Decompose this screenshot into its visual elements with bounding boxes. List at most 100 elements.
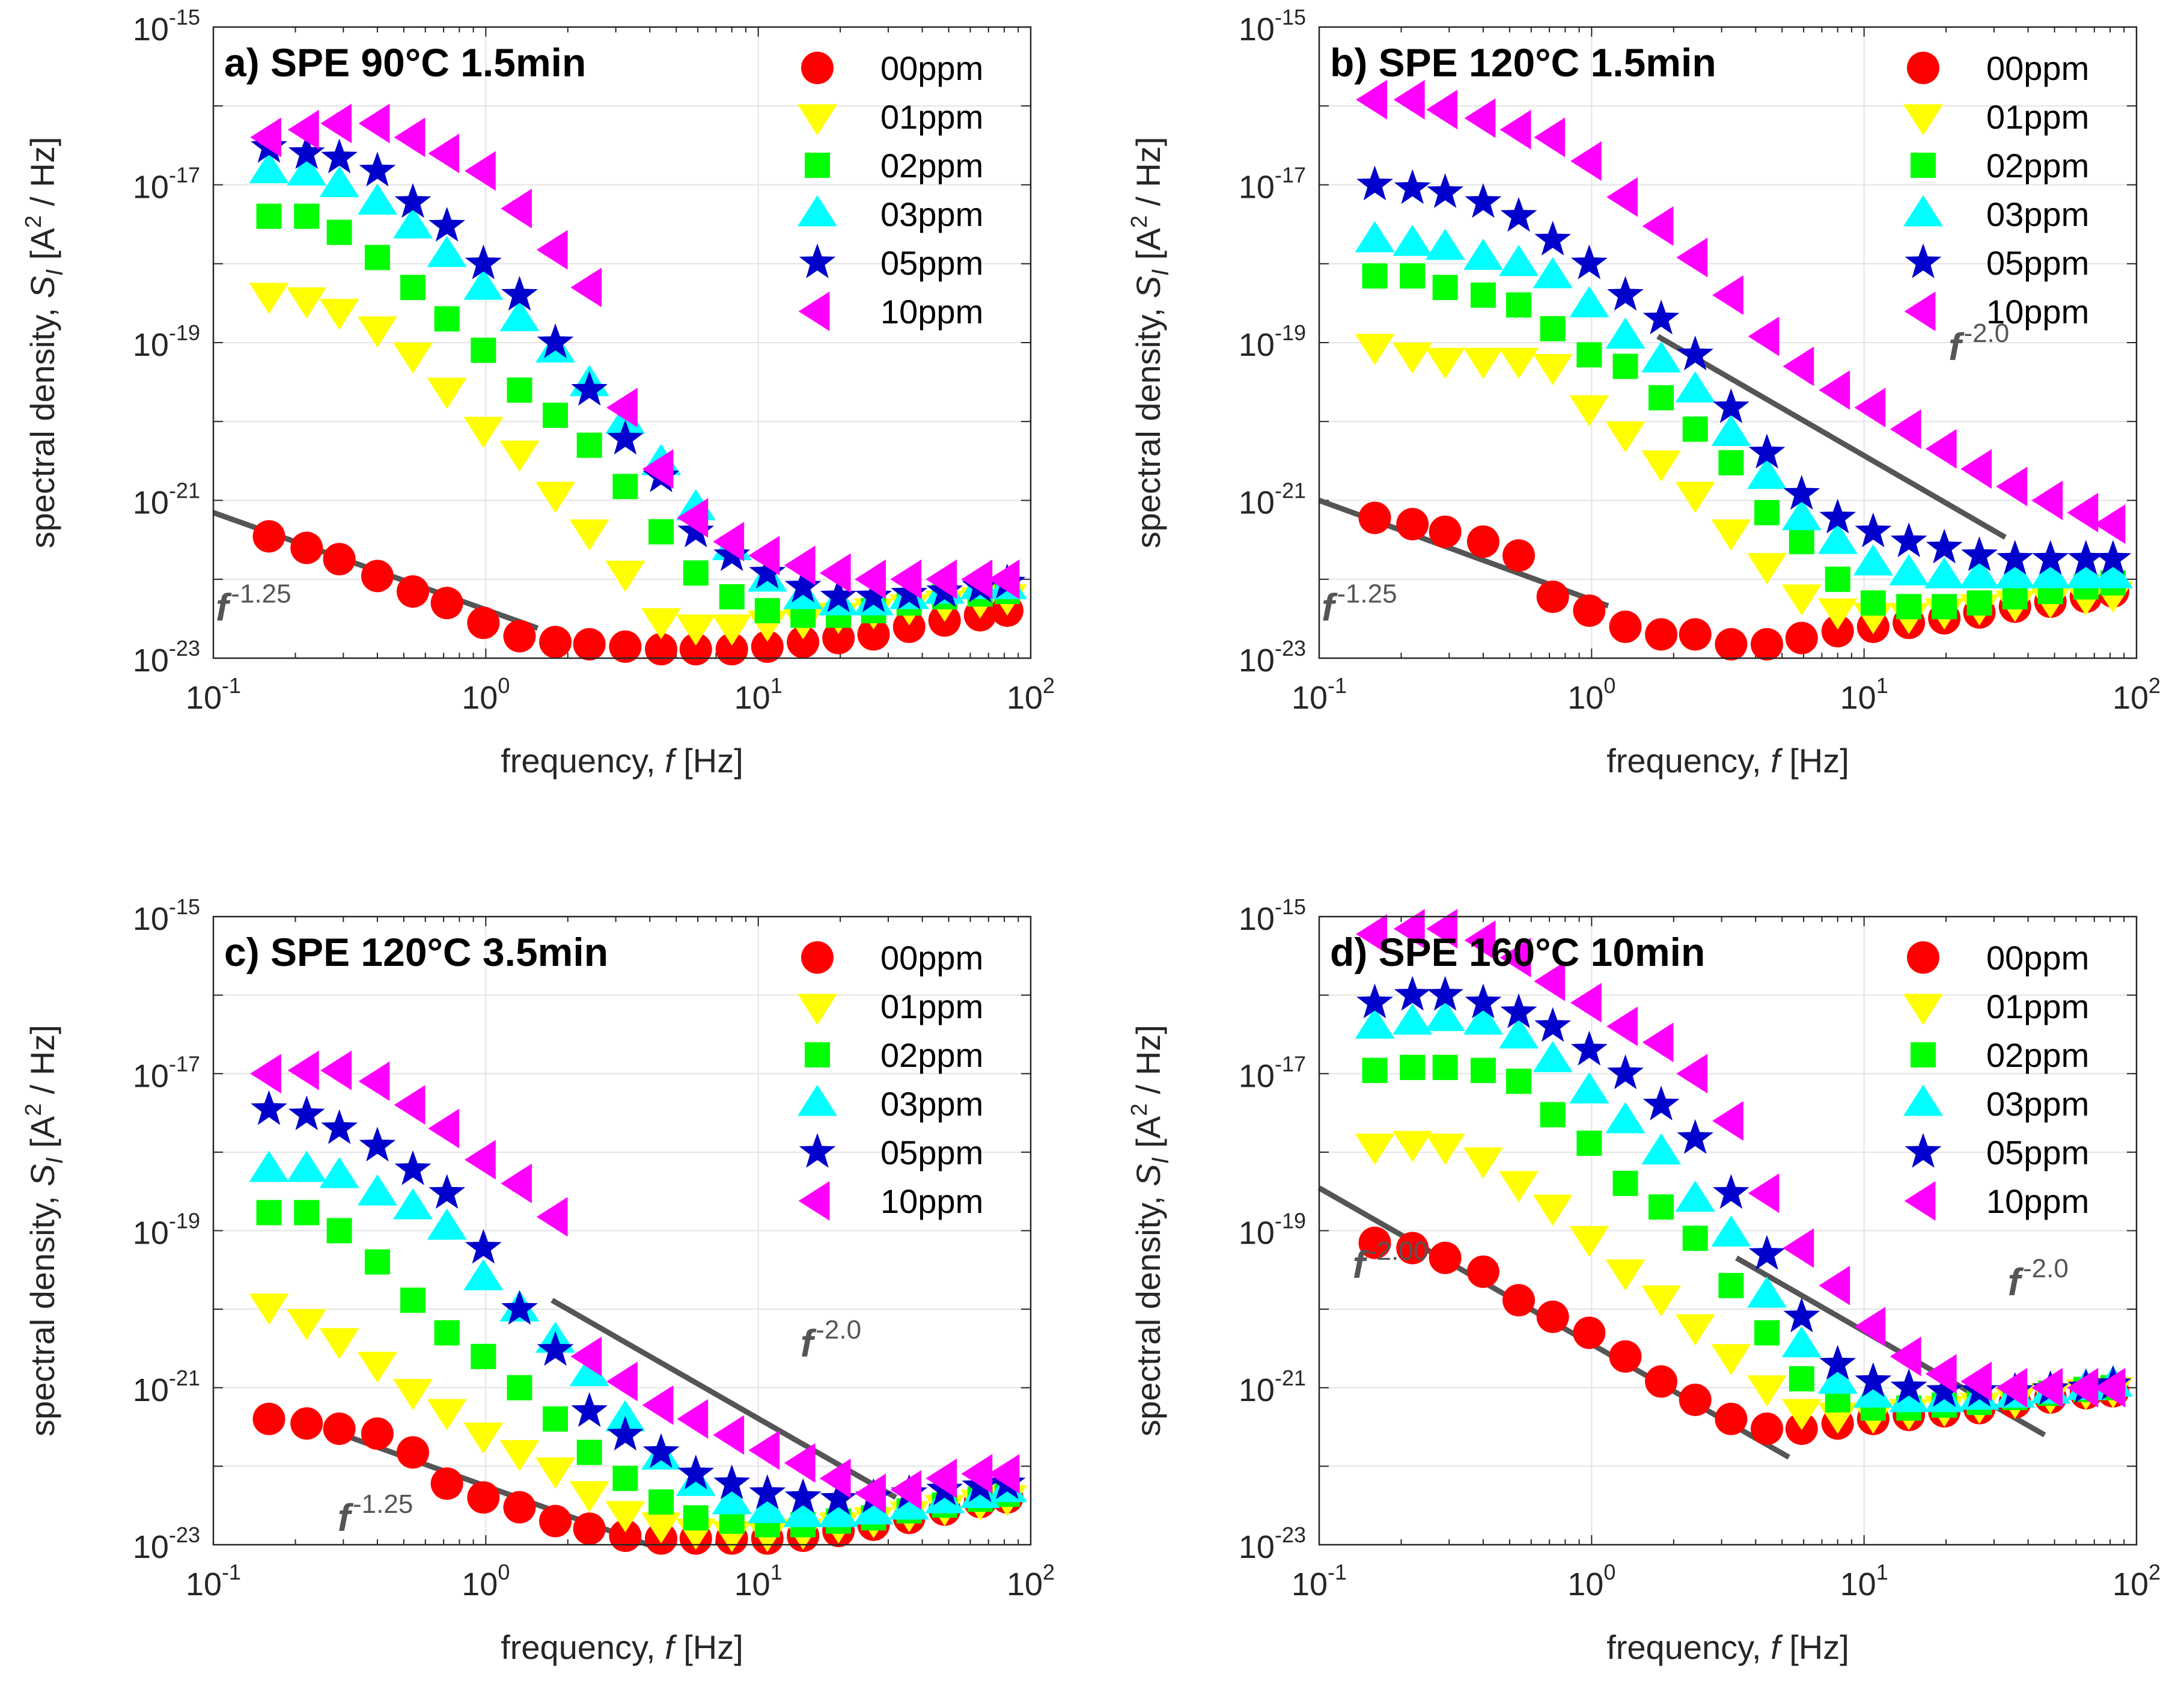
data-point <box>1500 993 1537 1028</box>
x-tick-label: 102 <box>2112 673 2161 716</box>
y-axis-label: spectral density, SI [A2 / Hz] <box>21 1025 68 1437</box>
data-point <box>1426 909 1458 949</box>
data-point <box>1464 98 1496 138</box>
legend-marker <box>805 153 830 178</box>
series-05ppm <box>1356 165 2132 575</box>
data-point <box>465 151 496 191</box>
data-point <box>2067 1367 2099 1408</box>
panel-title: a) SPE 90°C 1.5min <box>224 40 586 85</box>
data-point <box>1499 245 1539 276</box>
legend-label: 05ppm <box>880 1134 983 1171</box>
x-tick-label: 100 <box>1567 673 1615 716</box>
data-point <box>501 189 532 229</box>
data-point <box>1817 598 1858 630</box>
data-point <box>1612 1170 1638 1196</box>
y-tick-label: 10-15 <box>1239 894 1306 937</box>
y-axis-label: spectral density, SI [A2 / Hz] <box>1127 137 1174 549</box>
chart-panel-2: f-1.25f-2.010-2310-2110-1910-1710-1510-1… <box>1127 5 2161 780</box>
data-point <box>249 282 289 314</box>
data-point <box>612 1465 638 1491</box>
series-10ppm <box>1356 79 2126 545</box>
data-point <box>2067 540 2105 575</box>
legend-label: 03ppm <box>1986 1085 2089 1123</box>
x-tick-label: 100 <box>1567 1560 1615 1602</box>
data-point <box>605 1400 645 1432</box>
x-tick-label: 101 <box>734 1560 782 1602</box>
x-tick-label: 10-1 <box>1292 1560 1347 1602</box>
data-point <box>1506 1068 1532 1094</box>
x-tick-label: 102 <box>2112 1560 2161 1602</box>
data-point <box>1854 1307 1886 1347</box>
data-point <box>1675 1314 1715 1346</box>
x-tick-label: 10-1 <box>186 1560 241 1602</box>
data-point <box>430 587 463 620</box>
data-point <box>1432 275 1458 301</box>
legend-label: 00ppm <box>880 939 983 977</box>
data-point <box>1890 1336 1921 1376</box>
data-point <box>319 299 359 331</box>
legend-marker <box>798 104 837 136</box>
data-point <box>2094 540 2132 575</box>
data-point <box>1996 1367 2028 1408</box>
data-point <box>1569 1072 1609 1104</box>
data-point <box>853 1493 894 1525</box>
data-point <box>1643 299 1680 335</box>
data-point <box>713 1415 745 1455</box>
data-point <box>749 1474 786 1509</box>
data-point <box>1715 1402 1748 1435</box>
data-point <box>571 371 608 406</box>
data-point <box>1642 206 1674 246</box>
data-point <box>319 1328 359 1360</box>
data-point <box>471 1343 496 1369</box>
legend-marker <box>801 941 834 974</box>
data-point <box>323 1412 356 1446</box>
data-point <box>1925 429 1957 469</box>
data-point <box>2093 557 2133 588</box>
data-point <box>2031 1367 2063 1408</box>
data-point <box>677 1399 709 1439</box>
data-point <box>499 441 540 472</box>
data-point <box>539 626 572 659</box>
data-point <box>1427 976 1464 1011</box>
data-point <box>1713 1174 1749 1209</box>
data-point <box>641 608 682 640</box>
y-tick-label: 10-19 <box>1239 320 1306 363</box>
data-point <box>287 287 327 319</box>
y-tick-label: 10-19 <box>1239 1209 1306 1251</box>
legend-marker <box>798 994 837 1025</box>
data-point <box>892 610 926 643</box>
data-point <box>1464 920 1496 960</box>
legend-marker <box>1904 1181 1936 1221</box>
legend-label: 05ppm <box>1986 1134 2089 1171</box>
data-point <box>679 633 712 666</box>
data-point <box>890 559 922 599</box>
legend-label: 01ppm <box>1986 988 2089 1025</box>
data-point <box>1783 475 1820 510</box>
data-point <box>1605 1259 1646 1291</box>
x-tick-label: 102 <box>1007 673 1055 716</box>
data-point <box>400 275 426 301</box>
data-point <box>320 1050 352 1090</box>
legend-label: 02ppm <box>1986 1036 2089 1074</box>
legend-marker <box>801 52 834 84</box>
data-point <box>1817 522 1858 554</box>
data-point <box>961 559 993 599</box>
data-point <box>1499 1171 1539 1203</box>
data-point <box>1682 416 1708 442</box>
data-point <box>1463 347 1503 379</box>
data-point <box>1783 1228 1814 1268</box>
data-point <box>573 1512 606 1545</box>
data-point <box>1825 566 1850 592</box>
data-point <box>537 1331 574 1366</box>
y-axis-label: spectral density, SI [A2 / Hz] <box>21 137 68 549</box>
data-point <box>642 1433 680 1468</box>
data-point <box>393 1379 433 1411</box>
data-point <box>1926 528 1963 564</box>
x-tick-label: 10-1 <box>186 673 241 716</box>
legend-marker <box>798 1181 830 1221</box>
data-point <box>1748 1173 1780 1214</box>
data-point <box>605 560 645 592</box>
data-point <box>1432 1054 1458 1080</box>
axes-frame <box>1318 915 2138 1546</box>
data-point <box>1643 1086 1680 1121</box>
